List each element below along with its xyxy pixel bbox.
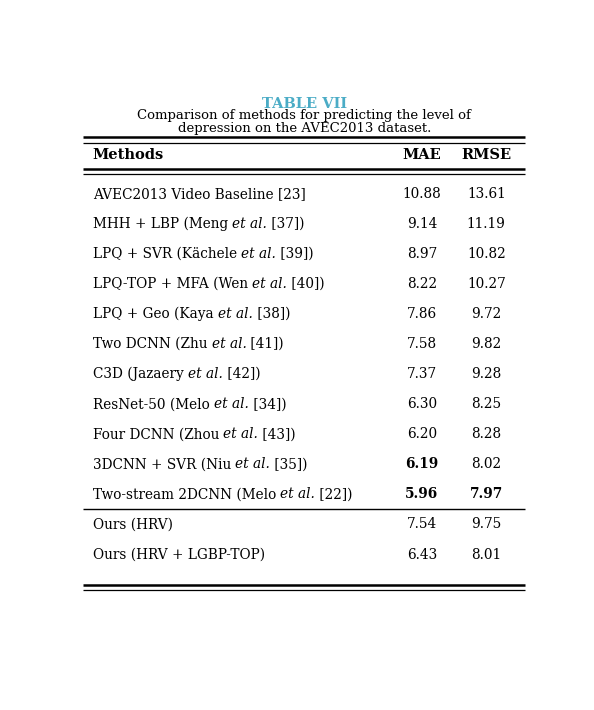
Text: 9.82: 9.82 [471,337,501,351]
Text: 3DCNN + SVR (Niu: 3DCNN + SVR (Niu [93,457,235,471]
Text: 5.96: 5.96 [405,487,438,501]
Text: 8.02: 8.02 [471,457,501,471]
Text: 10.88: 10.88 [403,187,441,201]
Text: LPQ + Geo (Kaya: LPQ + Geo (Kaya [93,307,217,321]
Text: 8.22: 8.22 [407,277,437,291]
Text: et al.: et al. [223,427,258,442]
Text: 9.14: 9.14 [407,217,437,231]
Text: [22]): [22]) [315,487,353,501]
Text: 8.01: 8.01 [471,547,501,562]
Text: et al.: et al. [232,217,267,231]
Text: et al.: et al. [217,307,252,321]
Text: 8.25: 8.25 [471,397,501,411]
Text: 7.37: 7.37 [407,367,437,381]
Text: et al.: et al. [252,277,287,291]
Text: LPQ + SVR (Kächele: LPQ + SVR (Kächele [93,247,241,261]
Text: 9.75: 9.75 [471,518,501,532]
Text: 6.19: 6.19 [405,457,438,471]
Text: RMSE: RMSE [461,148,511,162]
Text: 7.54: 7.54 [407,518,437,532]
Text: et al.: et al. [280,487,315,501]
Text: 8.28: 8.28 [471,427,501,442]
Text: Methods: Methods [93,148,164,162]
Text: et al.: et al. [188,367,223,381]
Text: [35]): [35]) [270,457,308,471]
Text: et al.: et al. [211,337,247,351]
Text: [38]): [38]) [252,307,290,321]
Text: [39]): [39]) [276,247,314,261]
Text: et al.: et al. [241,247,276,261]
Text: 9.72: 9.72 [471,307,501,321]
Text: Ours (HRV + LGBP-TOP): Ours (HRV + LGBP-TOP) [93,547,265,562]
Text: [41]): [41]) [247,337,284,351]
Text: 6.30: 6.30 [407,397,437,411]
Text: Ours (HRV): Ours (HRV) [93,518,173,532]
Text: 10.82: 10.82 [467,247,505,261]
Text: MHH + LBP (Meng: MHH + LBP (Meng [93,217,232,231]
Text: Two-stream 2DCNN (Melo: Two-stream 2DCNN (Melo [93,487,280,501]
Text: MAE: MAE [403,148,441,162]
Text: 6.43: 6.43 [407,547,437,562]
Text: [42]): [42]) [223,367,260,381]
Text: [43]): [43]) [258,427,296,442]
Text: [37]): [37]) [267,217,305,231]
Text: depression on the AVEC2013 dataset.: depression on the AVEC2013 dataset. [178,122,431,136]
Text: 7.58: 7.58 [407,337,437,351]
Text: 11.19: 11.19 [467,217,505,231]
Text: 10.27: 10.27 [467,277,505,291]
Text: 9.28: 9.28 [471,367,501,381]
Text: 7.97: 7.97 [470,487,503,501]
Text: LPQ-TOP + MFA (Wen: LPQ-TOP + MFA (Wen [93,277,252,291]
Text: [40]): [40]) [287,277,325,291]
Text: TABLE VII: TABLE VII [262,97,347,111]
Text: AVEC2013 Video Baseline [23]: AVEC2013 Video Baseline [23] [93,187,305,201]
Text: 8.97: 8.97 [407,247,437,261]
Text: [34]): [34]) [249,397,286,411]
Text: C3D (Jazaery: C3D (Jazaery [93,367,188,381]
Text: Four DCNN (Zhou: Four DCNN (Zhou [93,427,223,442]
Text: ResNet-50 (Melo: ResNet-50 (Melo [93,397,214,411]
Text: 13.61: 13.61 [467,187,505,201]
Text: et al.: et al. [235,457,270,471]
Text: Comparison of methods for predicting the level of: Comparison of methods for predicting the… [137,109,472,122]
Text: 7.86: 7.86 [407,307,437,321]
Text: et al.: et al. [214,397,249,411]
Text: 6.20: 6.20 [407,427,437,442]
Text: Two DCNN (Zhu: Two DCNN (Zhu [93,337,211,351]
